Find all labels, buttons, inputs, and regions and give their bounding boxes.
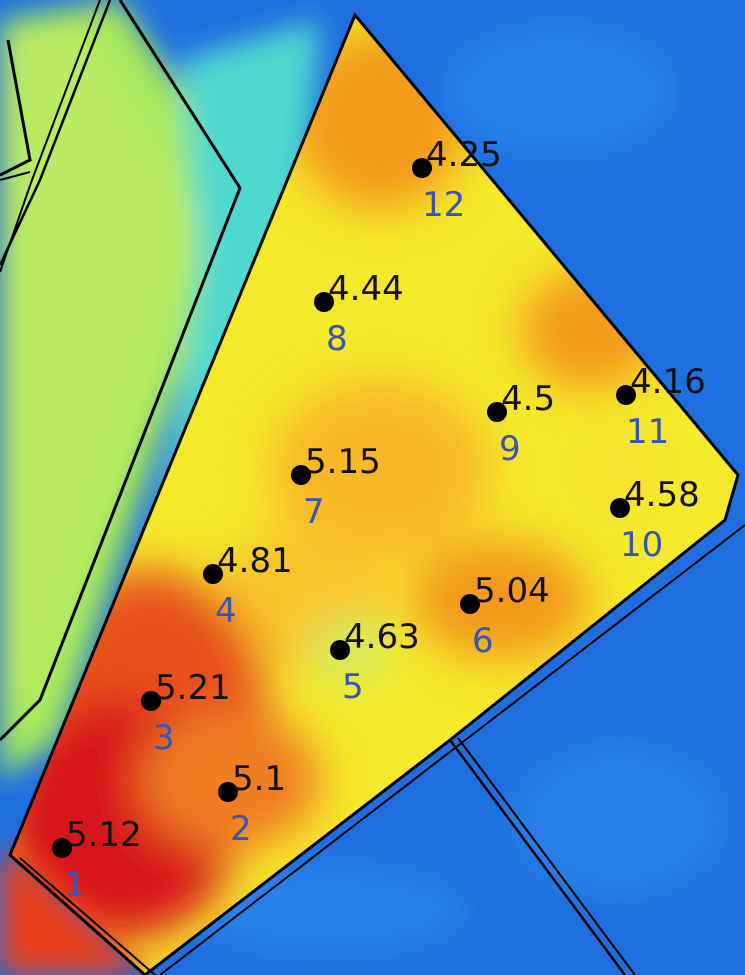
sample-point-10: 4.58 10	[610, 475, 700, 565]
sample-point-2: 5.12	[218, 759, 286, 849]
left-strip-inner-boundary-2	[0, 0, 101, 273]
corner-boundary-2	[0, 171, 31, 181]
sample-point-value: 5.04	[474, 571, 550, 611]
sample-point-9: 4.59	[487, 379, 555, 469]
sample-point-11: 4.16 11	[616, 362, 706, 452]
sample-point-id: 10	[620, 525, 663, 565]
sample-point-id: 9	[499, 429, 521, 469]
sample-point-3: 5.21 3	[141, 668, 231, 758]
sample-point-marker	[314, 292, 334, 312]
sample-point-5: 4.63 5	[330, 617, 420, 707]
sample-point-value: 5.21	[155, 668, 231, 708]
sample-point-marker	[141, 691, 161, 711]
sample-point-id: 5	[342, 667, 364, 707]
sample-point-value: 4.44	[328, 269, 404, 309]
sample-point-id: 7	[303, 492, 325, 532]
sample-point-value: 4.25	[426, 135, 502, 175]
sample-point-value: 4.58	[624, 475, 700, 515]
sample-point-id: 8	[326, 319, 348, 359]
sample-point-value: 4.5	[501, 379, 555, 419]
sample-points: 5.1215.125.2134.8144.6355.0465.1574.4484…	[52, 135, 706, 905]
sample-point-marker	[412, 158, 432, 178]
sample-point-8: 4.44 8	[314, 269, 404, 359]
sample-point-value: 5.15	[305, 442, 381, 482]
sample-point-marker	[330, 640, 350, 660]
corner-boundary	[0, 39, 32, 177]
sample-point-marker	[610, 498, 630, 518]
sample-point-12: 4.25 12	[412, 135, 502, 225]
sample-point-id: 11	[626, 412, 669, 452]
sample-point-id: 12	[422, 185, 465, 225]
sample-point-id: 3	[153, 718, 175, 758]
sample-point-4: 4.81 4	[203, 541, 293, 631]
background-texture	[190, 20, 730, 960]
sample-point-marker	[203, 564, 223, 584]
sample-point-value: 4.16	[630, 362, 706, 402]
sample-point-id: 4	[215, 591, 237, 631]
sample-point-1: 5.12 1	[52, 815, 142, 905]
lower-parcel-boundary	[448, 739, 627, 975]
sample-point-value: 4.81	[217, 541, 293, 581]
main-parcel-inner-boundary	[19, 857, 156, 975]
sample-point-marker	[460, 594, 480, 614]
sample-point-marker	[487, 402, 507, 422]
sample-point-id: 6	[472, 621, 494, 661]
lower-parcel-boundary-2	[457, 737, 636, 975]
sample-point-value: 5.12	[66, 815, 142, 855]
sample-point-6: 5.04 6	[460, 571, 550, 661]
sample-point-marker	[218, 782, 238, 802]
sample-point-7: 5.15 7	[291, 442, 381, 532]
sample-point-id: 2	[230, 809, 252, 849]
sample-point-value: 4.63	[344, 617, 420, 657]
sample-point-value: 5.1	[232, 759, 286, 799]
sample-point-marker	[616, 385, 636, 405]
sample-point-marker	[291, 465, 311, 485]
sample-point-marker	[52, 838, 72, 858]
sample-point-id: 1	[64, 865, 86, 905]
left-strip-boundary	[0, 0, 242, 742]
